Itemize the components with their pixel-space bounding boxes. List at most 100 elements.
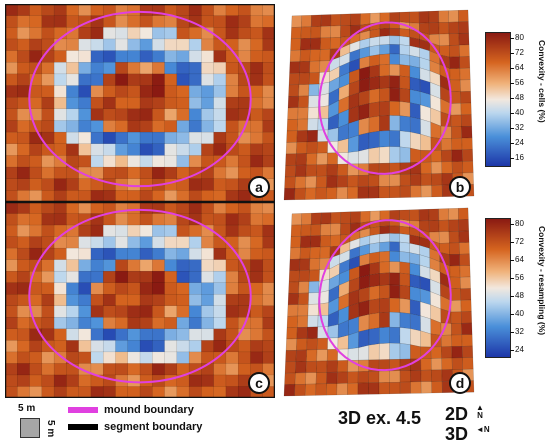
grid-cell bbox=[5, 190, 18, 202]
surface-cell bbox=[309, 246, 321, 259]
grid-cell bbox=[139, 259, 153, 272]
surface-cell bbox=[420, 161, 432, 175]
grid-cell bbox=[53, 96, 67, 110]
surface-cell bbox=[329, 234, 341, 247]
grid-cell bbox=[102, 85, 116, 98]
grid-cell bbox=[41, 282, 55, 295]
grid-cell bbox=[201, 305, 215, 318]
grid-cell bbox=[164, 351, 178, 364]
surface-cell bbox=[299, 49, 311, 62]
surface-cell bbox=[379, 241, 390, 253]
grid-cell bbox=[188, 73, 202, 87]
grid-cell bbox=[41, 202, 55, 215]
surface-cell bbox=[298, 269, 310, 283]
grid-cell bbox=[262, 305, 275, 318]
surface-cell bbox=[389, 44, 400, 55]
surface-cell bbox=[428, 10, 440, 24]
grid-cell bbox=[139, 50, 153, 63]
grid-cell bbox=[176, 73, 190, 87]
grid-cell bbox=[29, 4, 43, 17]
colorbar-cells: 80 72 64 56 48 40 32 24 16 Convexity - cells (%) bbox=[485, 32, 547, 167]
surface-cell bbox=[306, 326, 318, 339]
surface-cell bbox=[358, 300, 370, 318]
surface-cell bbox=[449, 56, 461, 69]
grid-cell bbox=[152, 328, 166, 341]
surface-cell bbox=[297, 304, 309, 317]
grid-cell bbox=[66, 374, 80, 387]
surface-cell bbox=[289, 61, 301, 74]
grid-cell bbox=[237, 224, 251, 238]
grid-cell bbox=[176, 247, 190, 261]
surface-cell bbox=[441, 149, 453, 163]
surface-cell bbox=[459, 56, 471, 69]
grid-cell bbox=[127, 363, 141, 376]
grid-cell bbox=[90, 282, 104, 295]
surface-cell bbox=[297, 95, 309, 108]
surface-cell bbox=[310, 37, 321, 50]
surface-cell bbox=[337, 138, 349, 153]
surface-cell bbox=[296, 338, 308, 351]
surface-cell bbox=[368, 174, 380, 187]
surface-cell bbox=[337, 334, 349, 350]
grid-cell bbox=[139, 4, 153, 17]
grid-cell bbox=[213, 143, 227, 156]
grid-cell bbox=[213, 236, 227, 249]
grid-cell bbox=[29, 386, 43, 398]
grid-cell bbox=[90, 85, 104, 98]
surface-cell bbox=[460, 102, 472, 116]
surface-cell bbox=[309, 258, 321, 271]
surface-cell bbox=[428, 22, 440, 35]
grid-cell bbox=[78, 328, 92, 341]
surface-cell bbox=[379, 130, 390, 148]
grid-cell bbox=[66, 38, 80, 52]
colorbar-tick: 56 bbox=[510, 273, 524, 282]
grid-cell bbox=[78, 85, 92, 98]
surface-cell bbox=[431, 161, 443, 174]
grid-cell bbox=[139, 351, 153, 364]
surface-cell bbox=[451, 161, 463, 174]
surface-cell bbox=[428, 220, 440, 233]
grid-cell bbox=[17, 120, 31, 133]
grid-cell bbox=[188, 202, 202, 215]
grid-cell bbox=[17, 305, 31, 318]
surface-cell bbox=[368, 115, 380, 133]
grid-cell bbox=[66, 190, 80, 202]
surface-cell bbox=[399, 272, 411, 287]
surface-cell bbox=[285, 338, 298, 351]
grid-cell bbox=[66, 108, 80, 121]
grid-cell bbox=[201, 178, 215, 191]
surface-cell bbox=[289, 49, 301, 63]
grid-cell bbox=[41, 73, 55, 87]
colorbar-tick: 48 bbox=[510, 291, 524, 300]
surface-cell bbox=[461, 149, 474, 162]
surface-cell bbox=[340, 223, 351, 236]
grid-cell bbox=[262, 202, 275, 215]
surface-cell bbox=[449, 242, 460, 255]
grid-cell bbox=[41, 166, 55, 180]
surface-cell bbox=[438, 231, 450, 244]
grid-cell bbox=[225, 108, 239, 121]
surface-cell bbox=[369, 54, 380, 67]
grid-cell bbox=[66, 294, 80, 307]
surface-cell bbox=[336, 383, 348, 396]
grid-cell bbox=[188, 351, 202, 364]
surface-cell bbox=[358, 314, 370, 333]
grid-cell bbox=[176, 50, 190, 63]
grid-cell bbox=[102, 166, 116, 180]
grid-cell bbox=[127, 202, 141, 215]
grid-cell bbox=[41, 120, 55, 133]
grid-cell bbox=[115, 120, 129, 133]
surface-cell bbox=[441, 161, 453, 174]
surface-cell bbox=[300, 224, 312, 237]
surface-cell bbox=[378, 382, 390, 395]
grid-cell bbox=[115, 213, 129, 226]
surface-cell bbox=[315, 175, 328, 189]
grid-cell bbox=[152, 282, 166, 295]
surface-cell bbox=[336, 186, 348, 200]
surface-cell bbox=[305, 360, 317, 373]
surface-cell bbox=[368, 312, 380, 330]
grid-cell bbox=[41, 96, 55, 110]
grid-cell bbox=[201, 340, 215, 353]
surface-cell bbox=[306, 338, 318, 351]
grid-cell bbox=[5, 270, 18, 284]
